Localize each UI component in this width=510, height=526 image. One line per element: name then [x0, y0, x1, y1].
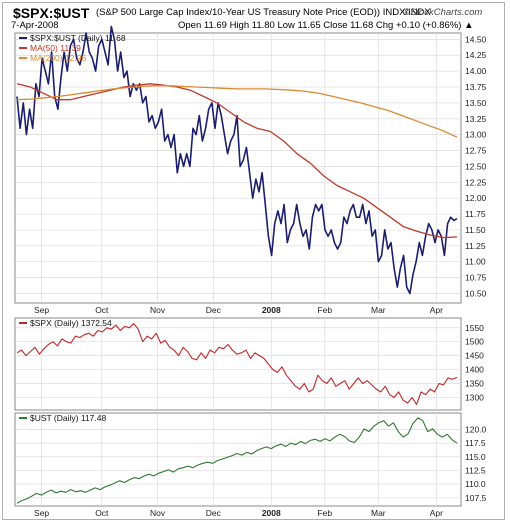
y-tick-label: 1300: [465, 392, 484, 402]
y-tick-label: 12.75: [465, 146, 487, 156]
brand-label: ©StockCharts.com: [403, 7, 483, 18]
legend-label: MA(200) 12.96: [30, 53, 86, 63]
y-tick-label: 13.50: [465, 98, 487, 108]
y-tick-label: 13.25: [465, 114, 487, 124]
legend-label: $SPX:$UST (Daily) 11.68: [30, 33, 126, 43]
x-tick-label: Nov: [150, 305, 166, 315]
y-tick-label: 1350: [465, 379, 484, 389]
x-tick-label: Mar: [371, 305, 386, 315]
x-tick-label: 2008: [262, 508, 281, 518]
y-tick-label: 11.50: [465, 225, 486, 235]
x-tick-label: Dec: [206, 508, 222, 518]
y-tick-label: 12.25: [465, 177, 487, 187]
x-tick-label: Dec: [206, 305, 222, 315]
x-tick-label: Apr: [430, 508, 443, 518]
series-line-ma50: [16, 83, 458, 239]
y-tick-label: 12.50: [465, 161, 487, 171]
y-tick-label: 14.50: [465, 34, 487, 44]
y-tick-label: 115.0: [465, 452, 486, 462]
legend-label: $SPX (Daily) 1372.54: [30, 318, 112, 328]
y-tick-label: 13.00: [465, 130, 487, 140]
y-tick-label: 11.25: [465, 241, 486, 251]
series-line-ma200: [16, 85, 458, 138]
chart-date: 7-Apr-2008: [11, 20, 59, 31]
chart-description: (S&P 500 Large Cap Index/10-Year US Trea…: [96, 7, 431, 18]
series-line-ust: [16, 417, 458, 504]
y-tick-label: 1450: [465, 351, 484, 361]
x-tick-label: Oct: [95, 305, 109, 315]
legend-label: $UST (Daily) 117.48: [30, 413, 106, 423]
y-tick-label: 11.00: [465, 257, 486, 267]
panel-0-frame: [14, 32, 462, 304]
y-tick-label: 1500: [465, 337, 484, 347]
legend-label: MA(50) 11.39: [30, 43, 81, 53]
ohlc-summary: Open 11.69 High 11.80 Low 11.65 Close 11…: [178, 20, 474, 31]
y-tick-label: 117.5: [465, 438, 486, 448]
x-tick-label: Mar: [371, 508, 386, 518]
panel-2-frame: [14, 412, 462, 507]
y-tick-label: 107.5: [465, 493, 487, 503]
y-tick-label: 10.50: [465, 288, 487, 298]
x-tick-label: 2008: [262, 305, 281, 315]
chart-frame: $SPX:$UST (S&P 500 Large Cap Index/10-Ye…: [2, 2, 505, 520]
series-line-price: [16, 25, 458, 295]
panel-1-frame: [14, 317, 462, 411]
x-tick-label: Sep: [34, 305, 49, 315]
y-tick-label: 112.5: [465, 465, 486, 475]
y-tick-label: 1550: [465, 323, 484, 333]
x-tick-label: Feb: [317, 508, 332, 518]
y-tick-label: 14.25: [465, 50, 487, 60]
y-tick-label: 1400: [465, 365, 484, 375]
stock-chart: 10.50 10.75 11.00 11.25 11.50 11.75 12.00 12.25…: [14, 25, 487, 518]
x-tick-label: Sep: [34, 508, 49, 518]
y-tick-label: 120.0: [465, 424, 487, 434]
x-tick-label: Nov: [150, 508, 166, 518]
y-tick-label: 110.0: [465, 479, 486, 489]
y-tick-label: 14.00: [465, 66, 487, 76]
y-tick-label: 10.75: [465, 273, 487, 283]
y-tick-label: 12.00: [465, 193, 487, 203]
x-tick-label: Oct: [95, 508, 109, 518]
x-tick-label: Feb: [317, 305, 332, 315]
series-line-spx: [16, 323, 458, 405]
y-tick-label: 11.75: [465, 209, 486, 219]
chart-symbol: $SPX:$UST: [13, 5, 90, 21]
y-tick-label: 13.75: [465, 82, 487, 92]
x-tick-label: Apr: [430, 305, 443, 315]
